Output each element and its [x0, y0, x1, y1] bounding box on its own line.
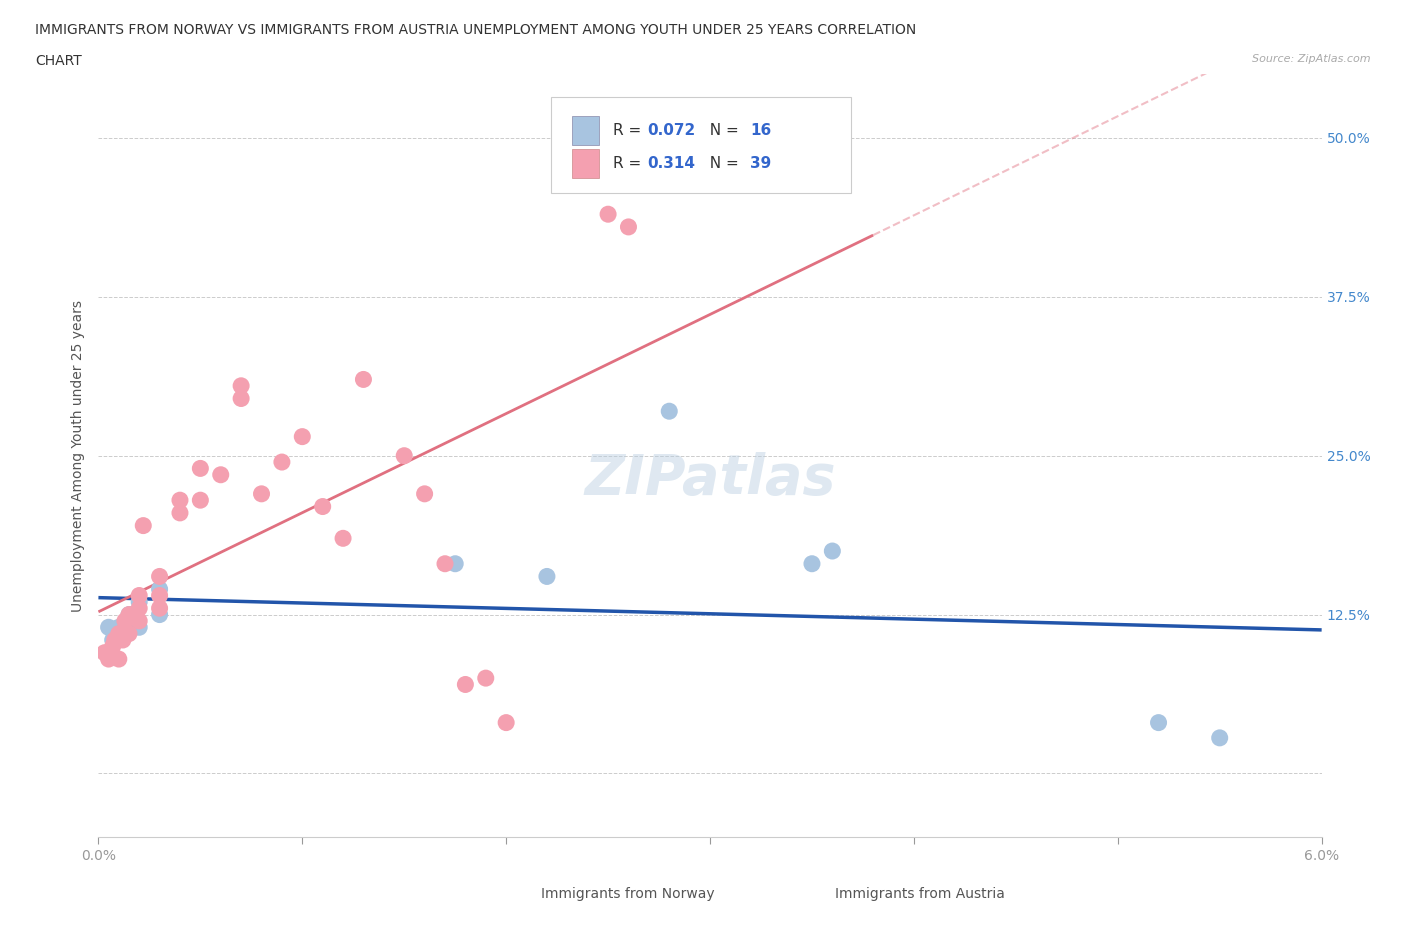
- Text: CHART: CHART: [35, 54, 82, 68]
- Point: [149, 601, 172, 616]
- Point: [495, 715, 517, 730]
- Point: [149, 582, 172, 597]
- Point: [132, 518, 155, 533]
- Point: [108, 620, 131, 635]
- Point: [101, 639, 124, 654]
- Point: [209, 468, 232, 483]
- Point: [128, 601, 150, 616]
- Point: [352, 372, 374, 387]
- Point: [111, 632, 134, 647]
- Point: [97, 652, 120, 667]
- Point: [617, 219, 640, 234]
- Text: ZIPatlas: ZIPatlas: [585, 452, 835, 506]
- Point: [149, 569, 172, 584]
- Y-axis label: Unemployment Among Youth under 25 years: Unemployment Among Youth under 25 years: [70, 299, 84, 612]
- Point: [231, 379, 253, 393]
- Point: [188, 461, 212, 476]
- Text: N =: N =: [700, 156, 744, 171]
- Point: [149, 607, 172, 622]
- Point: [169, 493, 191, 508]
- Point: [128, 620, 150, 635]
- Point: [658, 404, 681, 418]
- Point: [801, 556, 824, 571]
- Point: [474, 671, 498, 685]
- Text: 0.072: 0.072: [648, 123, 696, 138]
- FancyBboxPatch shape: [572, 149, 599, 179]
- Point: [1208, 730, 1232, 745]
- FancyBboxPatch shape: [502, 880, 529, 909]
- Point: [250, 486, 273, 501]
- Text: 16: 16: [751, 123, 772, 138]
- Point: [444, 556, 467, 571]
- Point: [536, 569, 558, 584]
- Point: [1147, 715, 1170, 730]
- Point: [101, 632, 124, 647]
- Point: [118, 626, 141, 641]
- Point: [108, 626, 131, 641]
- Point: [413, 486, 436, 501]
- Text: R =: R =: [613, 156, 647, 171]
- FancyBboxPatch shape: [796, 880, 823, 909]
- Point: [169, 506, 191, 521]
- Point: [97, 620, 120, 635]
- Point: [311, 499, 335, 514]
- Point: [332, 531, 354, 546]
- Point: [231, 392, 253, 406]
- Point: [118, 607, 141, 622]
- Point: [149, 588, 172, 603]
- Point: [128, 594, 150, 609]
- Text: R =: R =: [613, 123, 647, 138]
- Point: [111, 626, 134, 641]
- Text: 0.314: 0.314: [648, 156, 696, 171]
- Point: [104, 632, 127, 647]
- Point: [93, 645, 115, 660]
- Point: [128, 614, 150, 629]
- Point: [108, 652, 131, 667]
- Text: 39: 39: [751, 156, 772, 171]
- Text: N =: N =: [700, 123, 744, 138]
- Text: IMMIGRANTS FROM NORWAY VS IMMIGRANTS FROM AUSTRIA UNEMPLOYMENT AMONG YOUTH UNDER: IMMIGRANTS FROM NORWAY VS IMMIGRANTS FRO…: [35, 23, 917, 37]
- Point: [291, 430, 314, 445]
- Point: [821, 543, 844, 558]
- Point: [128, 588, 150, 603]
- Point: [118, 607, 141, 622]
- FancyBboxPatch shape: [551, 98, 851, 193]
- Point: [433, 556, 456, 571]
- Text: Immigrants from Norway: Immigrants from Norway: [541, 887, 714, 901]
- Point: [188, 493, 212, 508]
- Point: [454, 677, 477, 692]
- Point: [270, 455, 292, 470]
- Text: Source: ZipAtlas.com: Source: ZipAtlas.com: [1253, 54, 1371, 64]
- Text: Immigrants from Austria: Immigrants from Austria: [835, 887, 1005, 901]
- Point: [598, 206, 620, 221]
- Point: [637, 143, 661, 158]
- FancyBboxPatch shape: [572, 115, 599, 144]
- Point: [114, 614, 136, 629]
- Point: [392, 448, 416, 463]
